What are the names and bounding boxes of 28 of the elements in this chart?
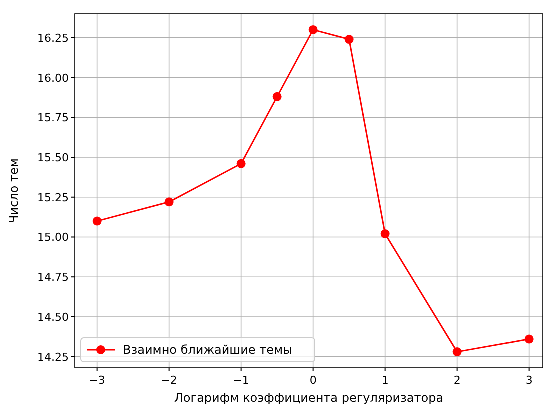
point (380, 230, 390, 239)
point (452, 348, 462, 357)
y-tick-label: 14.50 (38, 310, 69, 324)
x-tick-label: −1 (233, 374, 250, 387)
x-tick-label: −3 (89, 374, 106, 387)
x-axis-title: Логарифм коэффициента регуляризатора (174, 391, 444, 405)
point (236, 159, 246, 168)
y-tick-label: 15.75 (38, 112, 69, 125)
y-tick-label: 16.00 (38, 72, 69, 85)
x-tick-label: −2 (161, 374, 178, 387)
point (524, 334, 534, 344)
legend-label: Взаимно ближайшие темы (123, 343, 293, 357)
x-tick-label: 3 (526, 374, 533, 387)
x-tick-label: 0 (310, 374, 317, 387)
point (344, 35, 354, 44)
x-tick-label: 2 (454, 374, 461, 387)
y-tick-label: 15.00 (38, 231, 69, 244)
x-tick-label: 1 (382, 374, 389, 387)
point (92, 216, 102, 226)
y-tick-label: 16.25 (38, 32, 69, 45)
y-tick-label: 14.75 (38, 271, 69, 284)
point (272, 92, 282, 102)
y-tick-label: 14.25 (38, 350, 69, 364)
y-tick-label: 15.50 (38, 152, 69, 165)
point (308, 25, 318, 34)
point (164, 198, 174, 207)
y-tick-label: 15.25 (38, 191, 69, 204)
y-axis-title: Число тем (7, 158, 21, 224)
